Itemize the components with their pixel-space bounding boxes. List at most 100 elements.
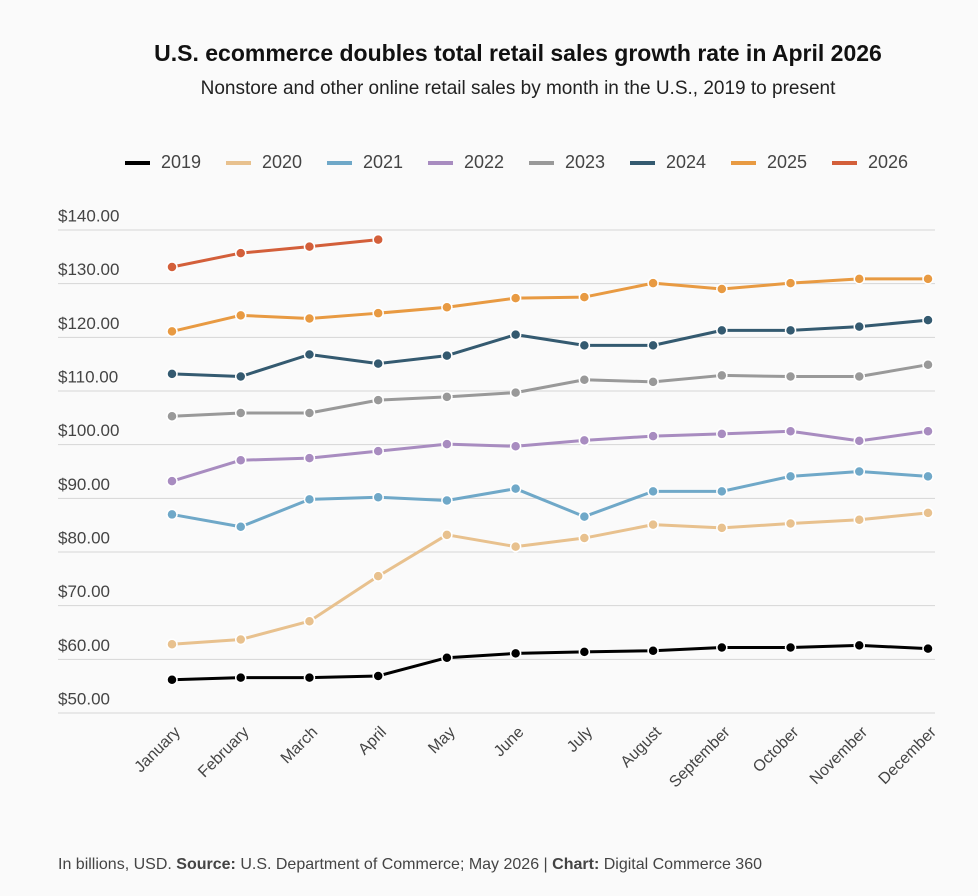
point [509, 440, 522, 453]
point [234, 454, 247, 466]
point [441, 651, 453, 664]
point [784, 324, 797, 337]
point [716, 641, 728, 654]
point [303, 671, 316, 684]
point [303, 407, 316, 419]
chart-title: U.S. ecommerce doubles total retail sale… [154, 40, 882, 66]
point [578, 646, 591, 658]
point [509, 292, 522, 304]
point [853, 273, 866, 285]
point [922, 425, 934, 437]
point [647, 485, 659, 498]
legend-label: 2021 [363, 152, 403, 172]
point [303, 615, 316, 627]
point [166, 673, 178, 686]
point [716, 522, 728, 534]
point [578, 373, 591, 386]
point [234, 633, 247, 646]
point [441, 494, 453, 507]
point [303, 348, 316, 361]
point [716, 428, 728, 440]
point [166, 325, 178, 338]
point [922, 470, 934, 483]
point [166, 475, 178, 487]
point [441, 349, 453, 362]
y-tick-label: $120.00 [58, 314, 119, 333]
point [647, 430, 659, 442]
point [784, 517, 797, 530]
y-tick-label: $100.00 [58, 421, 119, 440]
point [922, 642, 934, 655]
point [509, 328, 522, 341]
point [372, 570, 384, 582]
point [922, 507, 934, 519]
point [166, 508, 178, 521]
y-tick-label: $130.00 [58, 260, 119, 279]
point [234, 521, 247, 533]
point [303, 493, 316, 506]
legend-label: 2026 [868, 152, 908, 172]
series-line [171, 429, 929, 483]
point [716, 369, 728, 382]
legend-label: 2025 [767, 152, 807, 172]
series-line [171, 238, 379, 269]
series-line [171, 643, 929, 682]
point [578, 339, 591, 352]
point [647, 376, 659, 388]
point [372, 357, 384, 370]
point [578, 510, 591, 523]
y-tick-label: $80.00 [58, 528, 110, 547]
footer-note: In billions, USD. [58, 856, 172, 873]
point [166, 261, 178, 273]
footer-chart: Digital Commerce 360 [604, 856, 762, 873]
point [853, 514, 866, 526]
point [922, 358, 934, 371]
point [234, 247, 247, 259]
y-tick-label: $110.00 [58, 367, 118, 386]
series-line [171, 470, 929, 529]
series-line [171, 363, 929, 418]
point [372, 307, 384, 319]
point [441, 529, 453, 541]
point [716, 324, 728, 337]
y-tick-label: $90.00 [58, 475, 110, 494]
point [853, 370, 866, 383]
point [716, 485, 728, 498]
series-line [171, 511, 929, 646]
point [441, 301, 453, 314]
footer: In billions, USD. Source: U.S. Departmen… [58, 856, 762, 873]
point [647, 518, 659, 531]
legend-label: 2024 [666, 152, 706, 172]
legend-label: 2020 [262, 152, 302, 172]
point [372, 445, 384, 457]
point [853, 465, 866, 478]
legend-label: 2019 [161, 152, 201, 172]
y-tick-label: $140.00 [58, 206, 119, 225]
point [509, 482, 522, 495]
point [166, 368, 178, 380]
chart-subtitle: Nonstore and other online retail sales b… [201, 78, 836, 99]
point [784, 470, 797, 483]
point [647, 644, 659, 657]
point [509, 540, 522, 553]
point [853, 320, 866, 333]
point [303, 452, 316, 464]
point [234, 309, 247, 322]
point [922, 273, 934, 285]
point [578, 434, 591, 447]
point [303, 312, 316, 325]
point [372, 670, 384, 682]
y-tick-label: $70.00 [58, 582, 110, 601]
point [441, 391, 453, 403]
y-tick-label: $60.00 [58, 636, 110, 655]
point [166, 410, 178, 422]
point [647, 339, 659, 352]
point [234, 370, 247, 383]
point [234, 407, 247, 419]
point [441, 438, 453, 450]
series-line [171, 277, 928, 333]
point [303, 240, 316, 253]
series-line [171, 318, 929, 379]
